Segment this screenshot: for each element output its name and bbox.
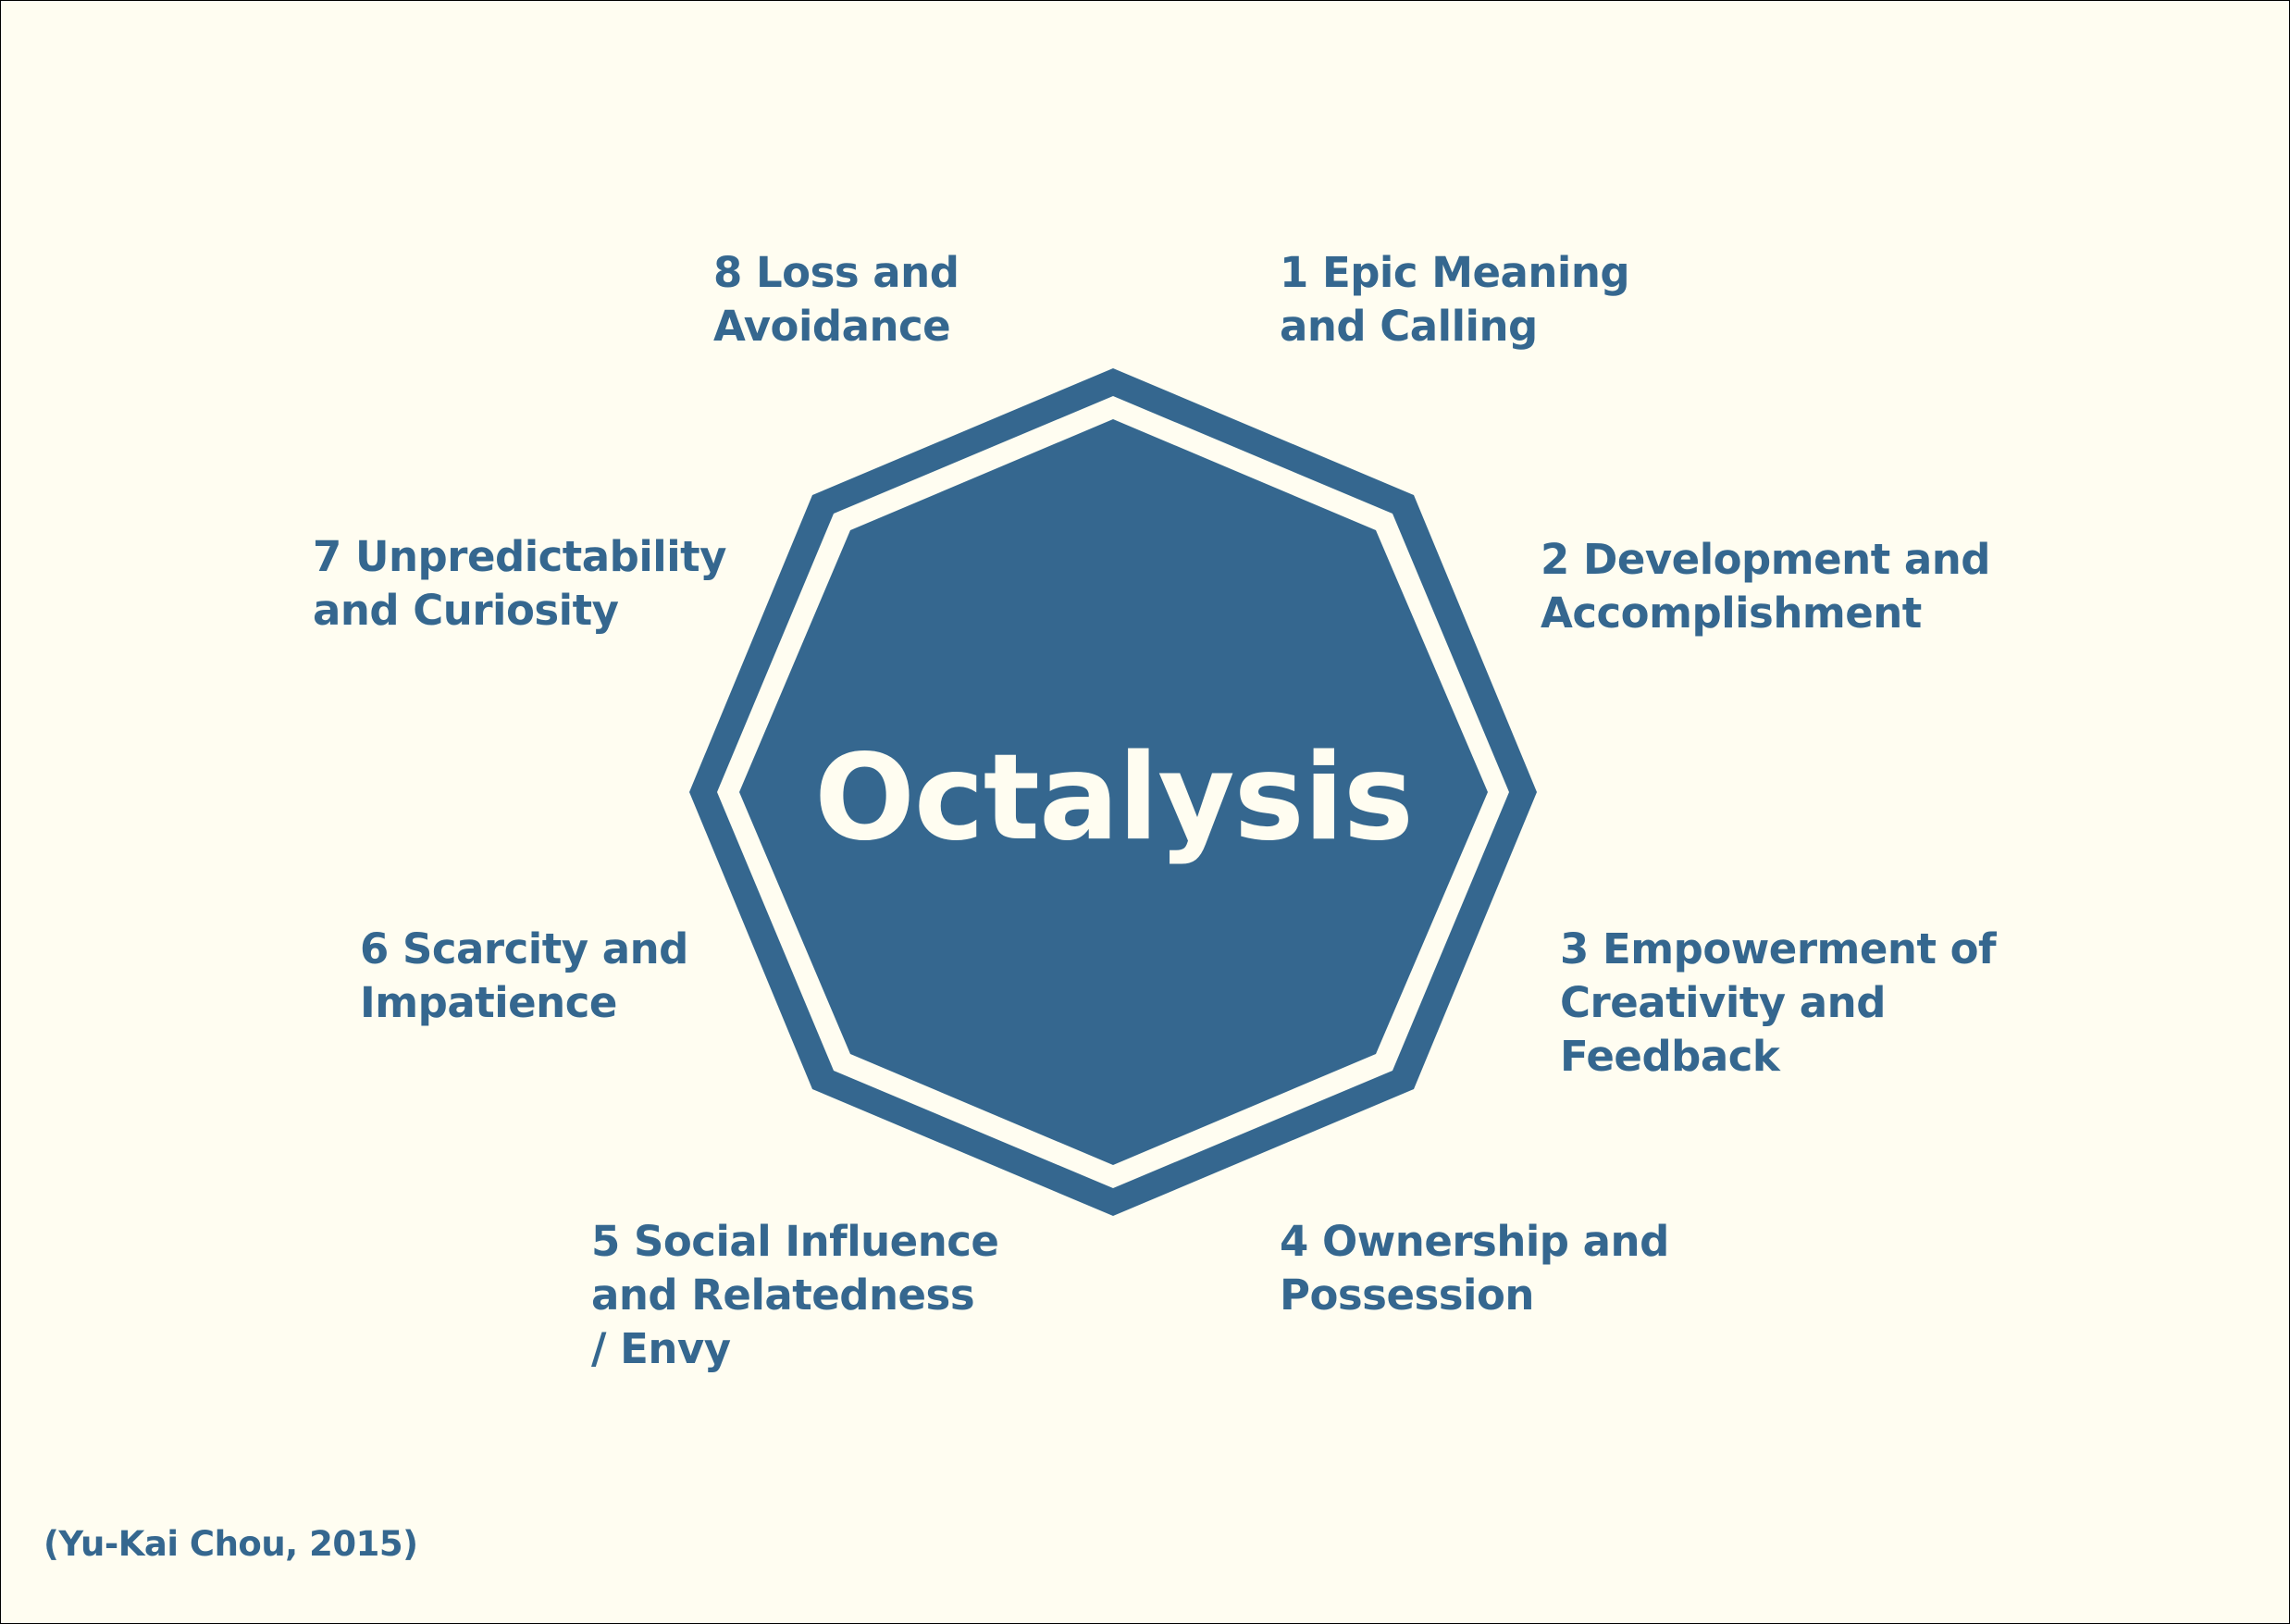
core-drive-1-line-1: 1 Epic Meaning: [1280, 248, 1630, 297]
core-drive-2-label: 2 Development and Accomplishment: [1541, 533, 1991, 640]
core-drive-5-line-1: 5 Social Influence: [591, 1217, 999, 1266]
core-drive-4-line-1: 4 Ownership and: [1280, 1217, 1669, 1266]
octagon-inner: [739, 419, 1488, 1165]
core-drive-6-line-2: Impatience: [360, 978, 617, 1027]
core-drive-7-line-1: 7 Unpredictability: [313, 532, 727, 581]
core-drive-5-line-3: / Envy: [591, 1324, 731, 1373]
core-drive-3-line-1: 3 Empowerment of: [1560, 924, 1997, 973]
core-drive-3-line-3: Feedback: [1560, 1032, 1780, 1081]
core-drive-7-label: 7 Unpredictability and Curiosity: [313, 530, 727, 638]
core-drive-4-line-2: Possession: [1280, 1271, 1534, 1320]
core-drive-4-label: 4 Ownership and Possession: [1280, 1215, 1669, 1322]
core-drive-2-line-2: Accomplishment: [1541, 589, 1922, 638]
core-drive-3-label: 3 Empowerment of Creativity and Feedback: [1560, 923, 1997, 1084]
core-drive-8-line-2: Avoidance: [713, 302, 951, 351]
core-drive-1-line-2: and Calling: [1280, 302, 1538, 351]
core-drive-6-label: 6 Scarcity and Impatience: [360, 923, 688, 1030]
core-drive-5-line-2: and Relatedness: [591, 1271, 975, 1320]
core-drive-2-line-1: 2 Development and: [1541, 535, 1991, 584]
core-drive-1-label: 1 Epic Meaning and Calling: [1280, 246, 1630, 353]
core-drive-5-label: 5 Social Influence and Relatedness / Env…: [591, 1215, 999, 1376]
center-title: Octalysis: [814, 729, 1414, 867]
core-drive-6-line-1: 6 Scarcity and: [360, 924, 688, 973]
core-drive-8-label: 8 Loss and Avoidance: [713, 246, 959, 353]
core-drive-7-line-2: and Curiosity: [313, 586, 619, 635]
core-drive-8-line-1: 8 Loss and: [713, 248, 959, 297]
citation: (Yu-Kai Chou, 2015): [43, 1524, 418, 1564]
core-drive-3-line-2: Creativity and: [1560, 978, 1886, 1027]
